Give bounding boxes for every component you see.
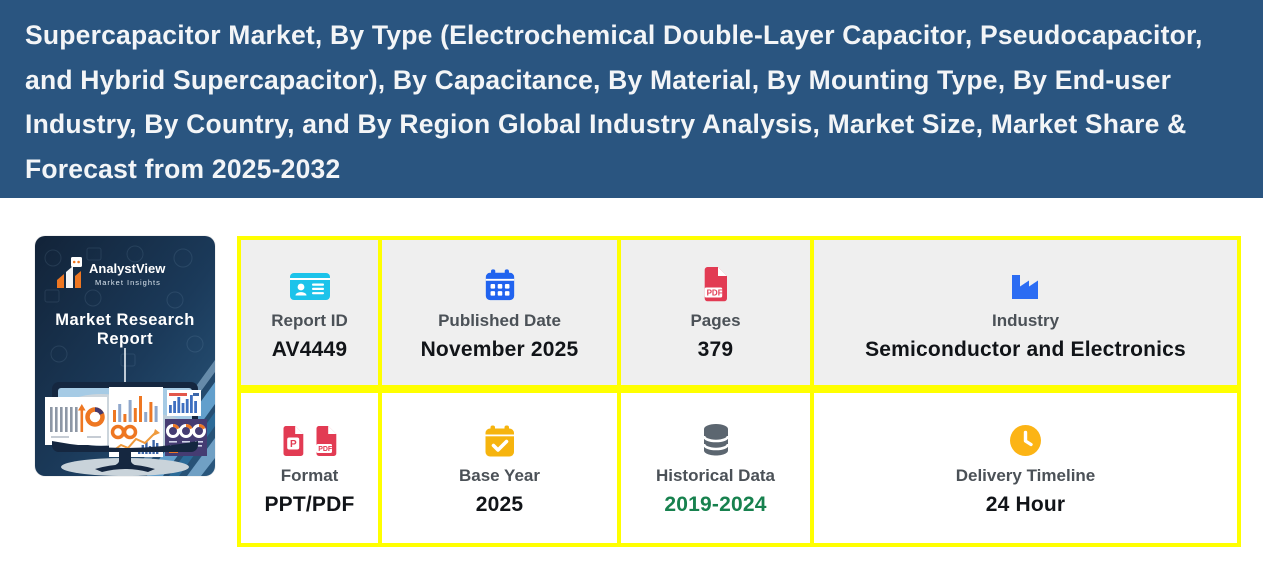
watermark-pattern <box>44 245 204 367</box>
card-label: Base Year <box>459 466 540 485</box>
card-delivery-timeline: Delivery Timeline 24 Hour <box>814 393 1237 543</box>
card-value: Semiconductor and Electronics <box>865 337 1186 361</box>
report-cover-illustration: AnalystView Market Insights Market Resea… <box>35 236 215 476</box>
report-summary-section: AnalystView Market Insights Market Resea… <box>35 236 1263 547</box>
card-value: 2019-2024 <box>664 493 767 516</box>
card-value: 24 Hour <box>985 493 1066 516</box>
pdf-label-text: PDF <box>318 446 333 453</box>
card-pages: PDF Pages 379 <box>621 240 810 385</box>
card-value: AV4449 <box>271 337 348 361</box>
card-value: 379 <box>697 337 734 361</box>
pdf-file-icon: PDF <box>316 426 336 456</box>
card-historical-data: Historical Data 2019-2024 <box>621 393 810 543</box>
report-title-banner: Supercapacitor Market, By Type (Electroc… <box>0 0 1263 198</box>
card-industry: Industry Semiconductor and Electronics <box>814 240 1237 385</box>
card-value: November 2025 <box>420 337 579 361</box>
factory-icon <box>1011 274 1038 299</box>
cover-caption-line2: Report <box>97 330 153 348</box>
card-format: P PDF Format PPT/PDF <box>241 393 378 543</box>
database-icon <box>702 424 729 456</box>
card-label: Historical Data <box>655 466 776 485</box>
card-label: Published Date <box>438 310 561 330</box>
report-title: Supercapacitor Market, By Type (Electroc… <box>25 20 1203 184</box>
brand-tagline-text: Market Insights <box>95 278 161 287</box>
card-value: 2025 <box>475 493 524 516</box>
card-label: Delivery Timeline <box>955 466 1096 485</box>
card-label: Format <box>280 466 339 485</box>
card-base-year: Base Year 2025 <box>382 393 617 543</box>
ppt-label-text: P <box>290 439 297 450</box>
analystview-logo: AnalystView Market Insights <box>57 257 166 288</box>
ppt-file-icon: P <box>283 426 303 456</box>
clock-icon <box>1010 425 1041 456</box>
report-cover-thumbnail: AnalystView Market Insights Market Resea… <box>35 236 215 476</box>
pdf-label-text: PDF <box>706 288 722 297</box>
brand-name-text: AnalystView <box>89 261 166 276</box>
card-label: Report ID <box>271 310 348 330</box>
id-card-icon <box>289 272 330 300</box>
cover-caption-line1: Market Research <box>55 311 195 329</box>
report-meta-grid: Report ID AV4449 Published Dat <box>237 236 1241 547</box>
card-published-date: Published Date November 2025 <box>382 240 617 385</box>
monitor-illustration <box>45 382 207 472</box>
pdf-file-icon: PDF <box>704 266 727 301</box>
calendar-icon <box>485 268 514 300</box>
card-label: Industry <box>991 310 1060 330</box>
card-label: Pages <box>690 310 741 330</box>
calendar-check-icon <box>485 425 514 457</box>
card-report-id: Report ID AV4449 <box>241 240 378 385</box>
card-value: PPT/PDF <box>264 493 355 516</box>
